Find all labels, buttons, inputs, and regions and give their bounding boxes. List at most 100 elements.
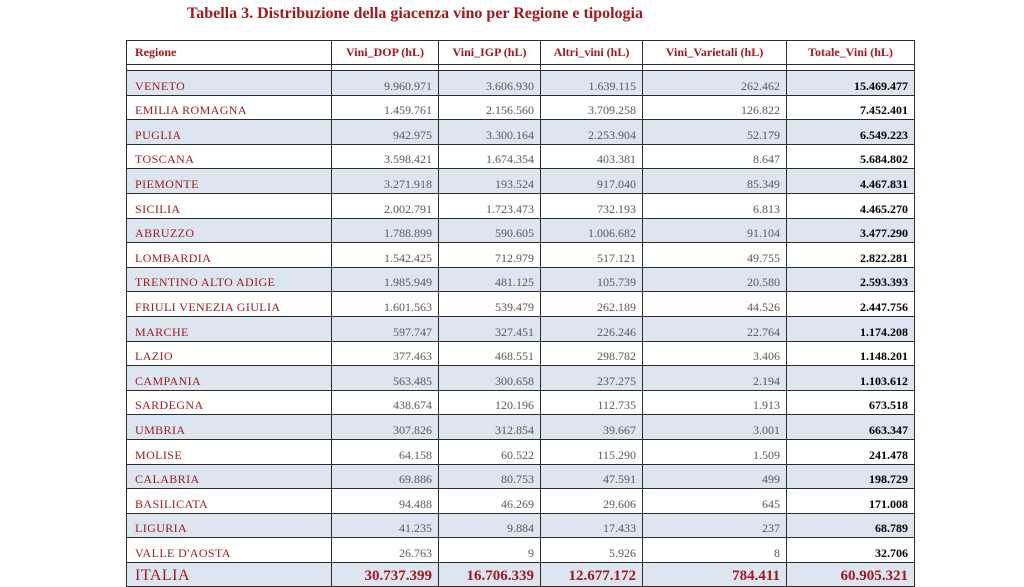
total-vini-varietali: 784.411	[642, 561, 787, 587]
totale-vini-cell: 663.347	[786, 414, 915, 440]
region-cell: ABRUZZO	[126, 217, 332, 244]
vini-varietali-cell: 1.509	[642, 438, 787, 465]
vini-dop-cell: 69.886	[331, 463, 439, 490]
total-row: ITALIA 30.737.399 16.706.339 12.677.172 …	[126, 561, 915, 587]
col-header-totale-vini: Totale_Vini (hL)	[786, 40, 915, 65]
col-header-vini-varietali: Vini_Varietali (hL)	[642, 40, 787, 65]
vini-igp-cell: 60.522	[438, 438, 541, 465]
vini-varietali-cell: 52.179	[642, 119, 787, 145]
vini-varietali-cell: 49.755	[642, 242, 787, 268]
vini-igp-cell: 80.753	[438, 463, 541, 490]
totale-vini-cell: 68.789	[786, 512, 915, 539]
vini-varietali-cell: 237	[642, 512, 787, 539]
table-row: VALLE D'AOSTA 26.763 9 5.926 8 32.706	[126, 537, 915, 563]
table-row: UMBRIA 307.826 312.854 39.667 3.001 663.347	[126, 414, 915, 440]
altri-vini-cell: 5.926	[540, 537, 643, 563]
vini-varietali-cell: 85.349	[642, 168, 787, 194]
region-cell: LOMBARDIA	[126, 242, 332, 268]
region-cell: PIEMONTE	[126, 168, 332, 194]
totale-vini-cell: 6.549.223	[786, 119, 915, 145]
vini-igp-cell: 46.269	[438, 488, 541, 514]
region-cell: SICILIA	[126, 192, 332, 219]
vini-dop-cell: 1.601.563	[331, 291, 439, 317]
region-cell: TRENTINO ALTO ADIGE	[126, 266, 332, 293]
vini-varietali-cell: 1.913	[642, 389, 787, 416]
totale-vini-cell: 2.593.393	[786, 266, 915, 293]
totale-vini-cell: 241.478	[786, 438, 915, 465]
vini-dop-cell: 3.598.421	[331, 143, 439, 170]
table-row: MOLISE 64.158 60.522 115.290 1.509 241.478	[126, 438, 915, 465]
totale-vini-cell: 1.148.201	[786, 340, 915, 367]
vini-igp-cell: 1.674.354	[438, 143, 541, 170]
altri-vini-cell: 47.591	[540, 463, 643, 490]
vini-igp-cell: 3.300.164	[438, 119, 541, 145]
region-cell: BASILICATA	[126, 488, 332, 514]
table-title: Tabella 3. Distribuzione della giacenza …	[187, 5, 643, 22]
totale-vini-cell: 15.469.477	[786, 70, 915, 96]
vini-igp-cell: 1.723.473	[438, 192, 541, 219]
vini-varietali-cell: 2.194	[642, 365, 787, 391]
altri-vini-cell: 1.639.115	[540, 70, 643, 96]
total-totale-vini: 60.905.321	[786, 561, 915, 587]
totale-vini-cell: 673.518	[786, 389, 915, 416]
vini-varietali-cell: 126.822	[642, 94, 787, 121]
totale-vini-cell: 4.467.831	[786, 168, 915, 194]
altri-vini-cell: 3.709.258	[540, 94, 643, 121]
region-cell: VALLE D'AOSTA	[126, 537, 332, 563]
region-cell: TOSCANA	[126, 143, 332, 170]
region-cell: MOLISE	[126, 438, 332, 465]
altri-vini-cell: 115.290	[540, 438, 643, 465]
altri-vini-cell: 403.381	[540, 143, 643, 170]
vini-igp-cell: 3.606.930	[438, 70, 541, 96]
table-row: TRENTINO ALTO ADIGE 1.985.949 481.125 105.7…	[126, 266, 915, 293]
altri-vini-cell: 2.253.904	[540, 119, 643, 145]
vini-dop-cell: 41.235	[331, 512, 439, 539]
vini-dop-cell: 94.488	[331, 488, 439, 514]
vini-varietali-cell: 20.580	[642, 266, 787, 293]
vini-varietali-cell: 645	[642, 488, 787, 514]
vini-varietali-cell: 6.813	[642, 192, 787, 219]
vini-igp-cell: 193.524	[438, 168, 541, 194]
table-row: PIEMONTE 3.271.918 193.524 917.040 85.349 4.4…	[126, 168, 915, 194]
table-row: LIGURIA 41.235 9.884 17.433 237 68.789	[126, 512, 915, 539]
vini-varietali-cell: 8	[642, 537, 787, 563]
totale-vini-cell: 1.174.208	[786, 315, 915, 342]
altri-vini-cell: 732.193	[540, 192, 643, 219]
region-cell: CAMPANIA	[126, 365, 332, 391]
vini-varietali-cell: 91.104	[642, 217, 787, 244]
table-row: CAMPANIA 563.485 300.658 237.275 2.194 1.103.…	[126, 365, 915, 391]
altri-vini-cell: 29.606	[540, 488, 643, 514]
altri-vini-cell: 237.275	[540, 365, 643, 391]
total-vini-igp: 16.706.339	[438, 561, 541, 587]
vini-igp-cell: 9	[438, 537, 541, 563]
vini-igp-cell: 2.156.560	[438, 94, 541, 121]
vini-dop-cell: 26.763	[331, 537, 439, 563]
vini-varietali-cell: 262.462	[642, 70, 787, 96]
region-cell: MARCHE	[126, 315, 332, 342]
vini-dop-cell: 563.485	[331, 365, 439, 391]
vini-dop-cell: 942.975	[331, 119, 439, 145]
totale-vini-cell: 3.477.290	[786, 217, 915, 244]
wine-stock-table: Regione Vini_DOP (hL) Vini_IGP (hL) Altr…	[126, 40, 915, 587]
vini-igp-cell: 481.125	[438, 266, 541, 293]
vini-dop-cell: 438.674	[331, 389, 439, 416]
altri-vini-cell: 262.189	[540, 291, 643, 317]
table-row: BASILICATA 94.488 46.269 29.606 645 171.008	[126, 488, 915, 514]
region-cell: LAZIO	[126, 340, 332, 367]
region-cell: EMILIA ROMAGNA	[126, 94, 332, 121]
table-row: MARCHE 597.747 327.451 226.246 22.764 1.174.2…	[126, 315, 915, 342]
region-cell: LIGURIA	[126, 512, 332, 539]
totale-vini-cell: 198.729	[786, 463, 915, 490]
table-row: TOSCANA 3.598.421 1.674.354 403.381 8.647 5.6…	[126, 143, 915, 170]
vini-igp-cell: 120.196	[438, 389, 541, 416]
vini-dop-cell: 1.985.949	[331, 266, 439, 293]
altri-vini-cell: 17.433	[540, 512, 643, 539]
vini-igp-cell: 539.479	[438, 291, 541, 317]
region-cell: UMBRIA	[126, 414, 332, 440]
vini-igp-cell: 9.884	[438, 512, 541, 539]
region-cell: VENETO	[126, 70, 332, 96]
altri-vini-cell: 226.246	[540, 315, 643, 342]
totale-vini-cell: 32.706	[786, 537, 915, 563]
vini-varietali-cell: 499	[642, 463, 787, 490]
total-altri-vini: 12.677.172	[540, 561, 643, 587]
